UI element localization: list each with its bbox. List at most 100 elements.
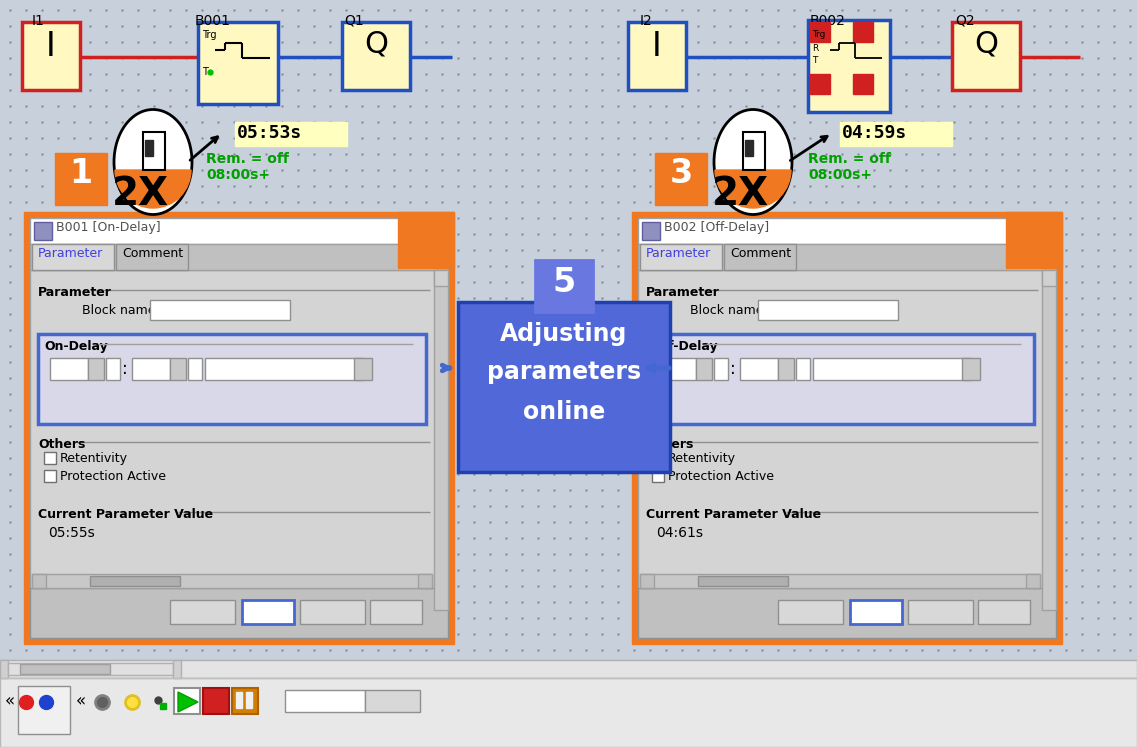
Bar xyxy=(853,22,873,42)
Bar xyxy=(655,153,707,205)
Text: Parameter: Parameter xyxy=(38,247,103,260)
Bar xyxy=(235,122,347,146)
Text: 4: 4 xyxy=(1021,220,1046,254)
Bar xyxy=(640,574,654,588)
Text: Q2: Q2 xyxy=(127,718,142,728)
Bar xyxy=(850,600,902,624)
Bar xyxy=(796,358,810,380)
Text: 8: 8 xyxy=(669,360,677,374)
Bar xyxy=(808,20,890,112)
Bar xyxy=(342,22,410,90)
Text: 1: 1 xyxy=(347,692,355,705)
Bar xyxy=(50,358,88,380)
Bar xyxy=(44,452,56,464)
Text: Cycles: Cycles xyxy=(368,692,406,705)
Bar xyxy=(370,600,422,624)
Text: 0: 0 xyxy=(144,360,152,374)
Bar xyxy=(116,244,188,270)
Bar xyxy=(658,358,696,380)
Bar xyxy=(638,218,1056,244)
Bar xyxy=(458,302,670,472)
Text: 2X: 2X xyxy=(712,175,769,213)
Bar xyxy=(0,660,8,678)
Bar xyxy=(640,574,1040,588)
Bar xyxy=(132,358,171,380)
Text: 04:61s: 04:61s xyxy=(656,526,703,540)
Bar xyxy=(810,22,830,42)
Text: 08:00s+: 08:00s+ xyxy=(808,168,872,182)
Text: I1: I1 xyxy=(20,718,30,728)
Bar xyxy=(778,600,843,624)
Bar xyxy=(30,244,448,270)
Bar xyxy=(1006,212,1062,268)
Text: 8: 8 xyxy=(60,360,69,374)
Bar xyxy=(652,470,664,482)
Text: I2: I2 xyxy=(640,14,653,28)
Text: Cancel: Cancel xyxy=(919,604,961,617)
Text: Trg: Trg xyxy=(812,30,825,39)
Bar xyxy=(742,132,765,170)
Text: Others: Others xyxy=(646,438,694,451)
Text: Comment: Comment xyxy=(730,247,791,260)
Text: OK: OK xyxy=(868,604,885,617)
Text: <: < xyxy=(34,575,42,585)
Bar xyxy=(32,244,114,270)
Bar xyxy=(638,244,1056,270)
Bar xyxy=(698,576,788,586)
Bar xyxy=(1041,270,1056,610)
Bar xyxy=(642,222,659,240)
Text: 15:57:36: 15:57:36 xyxy=(425,690,498,705)
Text: Q: Q xyxy=(974,30,998,59)
Text: OK: OK xyxy=(259,604,277,617)
Bar xyxy=(173,660,181,678)
Text: Q1: Q1 xyxy=(345,14,364,28)
Text: ↺: ↺ xyxy=(262,691,279,710)
Bar xyxy=(724,244,796,270)
Text: Q1: Q1 xyxy=(97,718,111,728)
Text: 2X: 2X xyxy=(113,175,169,213)
Bar xyxy=(188,358,202,380)
Bar xyxy=(978,600,1030,624)
Text: ▲
▼: ▲ ▼ xyxy=(780,360,786,379)
Text: T: T xyxy=(202,67,208,77)
Ellipse shape xyxy=(114,110,192,214)
Bar xyxy=(246,692,252,708)
Text: 0 1: 0 1 xyxy=(20,690,33,699)
Bar xyxy=(638,218,1056,638)
Text: ☰: ☰ xyxy=(534,690,549,708)
Text: Rem. = off: Rem. = off xyxy=(808,152,891,166)
Text: Help: Help xyxy=(989,604,1019,617)
Text: On-Delay: On-Delay xyxy=(44,340,108,353)
Bar xyxy=(44,470,56,482)
Bar xyxy=(714,358,728,380)
Bar xyxy=(740,358,778,380)
Bar xyxy=(434,270,448,286)
Bar xyxy=(652,452,664,464)
Bar xyxy=(418,574,432,588)
Bar xyxy=(106,358,121,380)
Text: 2: 2 xyxy=(414,220,439,254)
Bar xyxy=(696,358,712,380)
Text: Block name:: Block name: xyxy=(82,304,160,317)
Text: 05:53s: 05:53s xyxy=(236,124,302,142)
Bar xyxy=(171,600,235,624)
Bar xyxy=(285,690,365,712)
Text: ^: ^ xyxy=(438,272,446,282)
Text: Retentivity: Retentivity xyxy=(60,452,128,465)
Text: Trg: Trg xyxy=(202,30,216,40)
Text: B001: B001 xyxy=(196,14,231,28)
Text: ▲
▼: ▲ ▼ xyxy=(90,360,96,379)
Bar xyxy=(236,692,242,708)
Text: ■: ■ xyxy=(551,690,567,708)
Text: Parameter: Parameter xyxy=(646,247,712,260)
Bar xyxy=(434,270,448,610)
Text: Protection Active: Protection Active xyxy=(60,470,166,483)
Bar xyxy=(55,153,107,205)
Text: Current Parameter Value: Current Parameter Value xyxy=(38,508,213,521)
Text: B002 [Off-Delay]: B002 [Off-Delay] xyxy=(664,221,769,234)
Bar xyxy=(628,22,686,90)
Bar xyxy=(171,358,186,380)
Text: Block name:: Block name: xyxy=(690,304,767,317)
Bar xyxy=(632,212,1062,644)
Bar xyxy=(813,358,971,380)
